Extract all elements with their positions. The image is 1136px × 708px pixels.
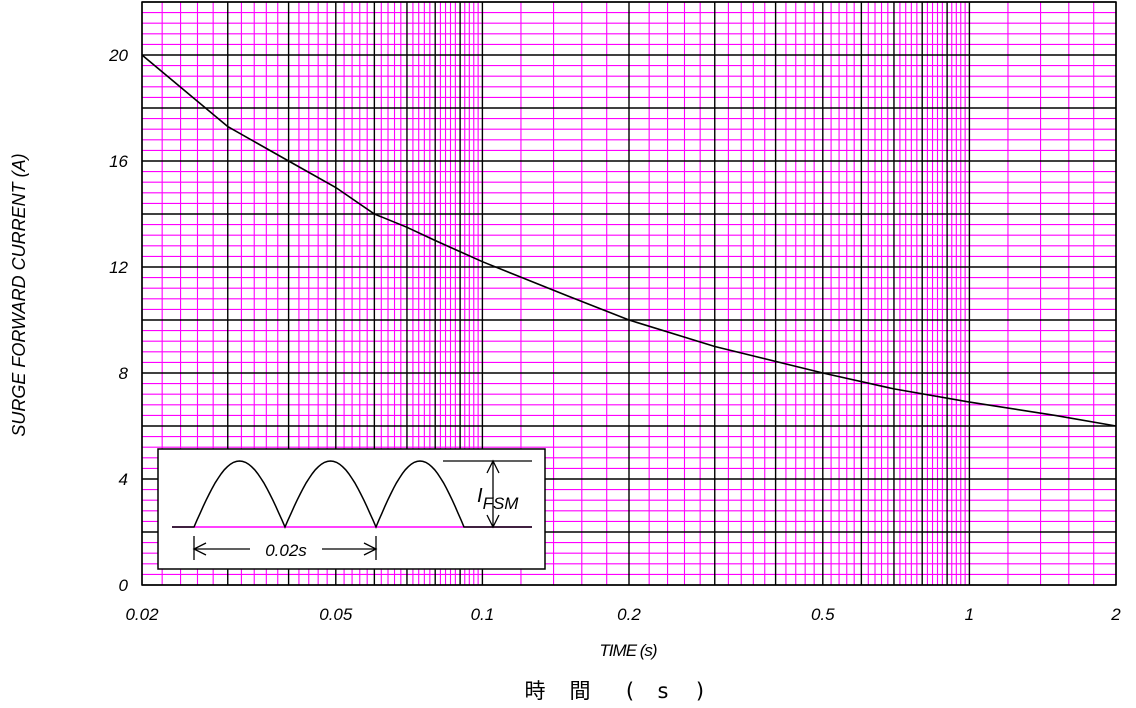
major-grid (141, 1, 1117, 586)
y-tick-label: 16 (109, 152, 128, 171)
ifsm-arrow-down-icon (486, 514, 500, 529)
cjk-paren-open: ( (626, 679, 634, 703)
x-tick-label: 0.5 (811, 605, 835, 624)
y-tick-label: 8 (119, 364, 129, 383)
surge-current-curve (141, 54, 1117, 427)
y-tick-label: 4 (119, 470, 128, 489)
cjk-unit: s (658, 679, 669, 703)
y-tick-label: 0 (119, 576, 129, 595)
cjk-char-2: 間 (570, 679, 591, 703)
waveform-inset: IFSM 0.02s (157, 448, 546, 570)
x-tick-label: 0.02 (125, 605, 159, 624)
x-tick-label: 2 (1110, 605, 1121, 624)
cjk-paren-close: ) (696, 679, 704, 703)
y-axis-label: SURGE FORWARD CURRENT (A) (9, 153, 29, 436)
ifsm-label: IFSM (477, 485, 519, 513)
y-tick-labels: 0 4 8 12 16 20 (108, 46, 128, 595)
x-tick-labels: 0.02 0.05 0.1 0.2 0.5 1 2 (125, 605, 1121, 624)
cjk-char-1: 時 (525, 679, 546, 703)
y-tick-label: 12 (109, 258, 128, 277)
period-label: 0.02s (265, 541, 307, 560)
period-arrow-right-icon (363, 542, 378, 556)
x-tick-label: 0.2 (617, 605, 641, 624)
half-sine-waveform (172, 460, 532, 529)
plot-frame (141, 1, 1117, 586)
x-axis-label: TIME (s) (599, 641, 656, 660)
x-tick-label: 1 (965, 605, 974, 624)
period-arrow-left-icon (192, 542, 207, 556)
y-tick-label: 20 (108, 46, 128, 65)
ifsm-arrow-up-icon (486, 459, 500, 474)
x-tick-label: 0.05 (319, 605, 353, 624)
x-axis-label-cjk: 時間 ( s) (525, 679, 705, 703)
x-tick-label: 0.1 (471, 605, 495, 624)
